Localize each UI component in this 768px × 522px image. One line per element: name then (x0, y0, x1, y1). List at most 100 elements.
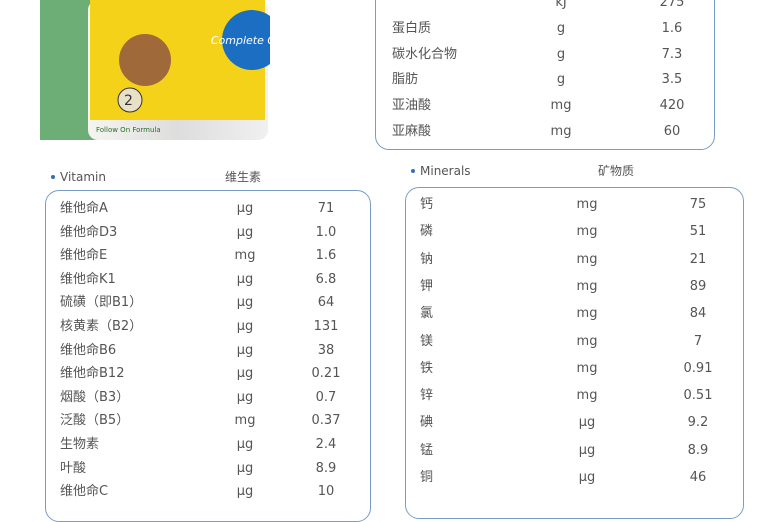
table-cell: 蛋白质 (392, 20, 432, 36)
table-cell: 7 (693, 333, 703, 349)
table-cell: 维他命C (60, 484, 109, 500)
table-cell: 131 (313, 319, 339, 334)
table-cell: μg (236, 366, 254, 382)
table-cell: 氯 (420, 306, 434, 322)
table-cell: 10 (317, 484, 335, 500)
section-title: 维生素 (225, 170, 262, 184)
table-cell: 60 (663, 124, 681, 139)
table-cell: 21 (689, 251, 707, 267)
table-cell: μg (578, 415, 596, 431)
table-cell: 烟酸（B3） (60, 389, 130, 405)
section-title: Vitamin (60, 170, 106, 184)
table-cell: g (556, 72, 566, 88)
table-cell: μg (236, 295, 254, 311)
table-cell: 钾 (420, 278, 434, 294)
table-cell: μg (236, 460, 254, 476)
table-cell: mg (550, 124, 572, 139)
table-cell: 锰 (420, 442, 434, 458)
table-cell: g (556, 46, 566, 62)
table-cell: 64 (317, 295, 335, 311)
table-cell: 0.91 (683, 360, 713, 376)
table-cell: mg (576, 360, 598, 376)
table-cell: 亚麻酸 (392, 124, 432, 139)
table-cell: μg (578, 442, 596, 458)
table-cell: kJ (555, 0, 567, 10)
table-cell: 生物素 (60, 437, 100, 452)
table-cell: 71 (317, 201, 335, 216)
bullet (51, 175, 55, 179)
table-cell: 275 (659, 0, 685, 10)
table-cell: μg (236, 389, 254, 405)
table-cell: 46 (689, 470, 707, 485)
subtitle: Follow On Formula (96, 126, 161, 134)
table-cell: 维他命D3 (60, 224, 118, 240)
table-cell: 0.21 (311, 366, 341, 382)
table-cell: 核黄素（B2） (60, 319, 143, 334)
table-cell: 钙 (420, 197, 434, 212)
table-cell: mg (576, 306, 598, 322)
table-cell: 2.4 (315, 437, 337, 452)
table-cell: 51 (689, 224, 707, 240)
stage: 2 (124, 93, 133, 109)
table-cell: mg (234, 413, 256, 429)
table-cell: 9.2 (687, 415, 709, 431)
table-cell: 维他命E (60, 248, 108, 264)
table-cell: 钠 (420, 251, 434, 267)
table-cell: 碘 (420, 415, 434, 431)
table-cell: mg (550, 98, 572, 114)
table-cell: 维他命K1 (60, 271, 116, 287)
table-cell: 0.51 (683, 388, 713, 404)
table-cell: 75 (689, 197, 707, 212)
table-cell: 脂肪 (392, 72, 419, 88)
table-cell: mg (576, 251, 598, 267)
table-cell: 0.37 (311, 413, 341, 429)
table-cell: 1.6 (315, 248, 337, 264)
table-cell: 420 (659, 98, 685, 114)
table-cell: 泛酸（B5） (60, 413, 130, 429)
table-cell: 碳水化合物 (392, 46, 458, 62)
table-cell: 铁 (420, 360, 434, 376)
table-cell: μg (236, 271, 254, 287)
table-cell: 亚油酸 (392, 98, 432, 114)
table-cell: 0.7 (315, 389, 337, 405)
table-cell: 镁 (420, 333, 434, 349)
table-cell: g (556, 20, 566, 36)
table-cell: μg (578, 470, 596, 485)
table-cell: 8.9 (687, 442, 709, 458)
table-cell: mg (576, 388, 598, 404)
table-cell: 7.3 (661, 46, 683, 62)
table-cell: 6.8 (315, 271, 337, 287)
table-cell: 38 (317, 342, 335, 358)
table-cell: 维他命A (60, 201, 108, 216)
table-cell: mg (576, 278, 598, 294)
table-cell: μg (236, 201, 254, 216)
energy-box (375, 0, 715, 150)
table-cell: 锌 (420, 388, 434, 404)
badge: Complete Care (211, 34, 270, 47)
table-cell: 1.6 (661, 20, 683, 36)
table-cell: 铜 (420, 470, 434, 485)
table-cell: 8.9 (315, 460, 337, 476)
table-cell: 3.5 (661, 72, 683, 88)
table-cell: 维他命B12 (60, 366, 125, 382)
table-cell: μg (236, 342, 254, 358)
table-cell: 叶酸 (60, 460, 87, 476)
section-title: Minerals (420, 164, 471, 178)
section-title: 矿物质 (598, 164, 635, 178)
table-cell: mg (234, 248, 256, 264)
table-cell: 89 (689, 278, 707, 294)
table-cell: μg (236, 224, 254, 240)
page: 2 Follow On Formula Complete Care Vitami… (40, 0, 744, 522)
table-cell: 维他命B6 (60, 342, 117, 358)
table-cell: mg (576, 224, 598, 240)
table-cell: 磷 (420, 224, 434, 240)
bullet (411, 169, 415, 173)
table-cell: mg (576, 333, 598, 349)
table-cell: 硫磺（即B1） (60, 295, 143, 311)
table-cell: 84 (689, 306, 707, 322)
product-image: 2 Follow On Formula Complete Care (40, 0, 270, 140)
table-cell: 1.0 (315, 224, 337, 240)
table-cell: μg (236, 437, 254, 452)
table-cell: μg (236, 319, 254, 334)
table-cell: mg (576, 197, 598, 212)
